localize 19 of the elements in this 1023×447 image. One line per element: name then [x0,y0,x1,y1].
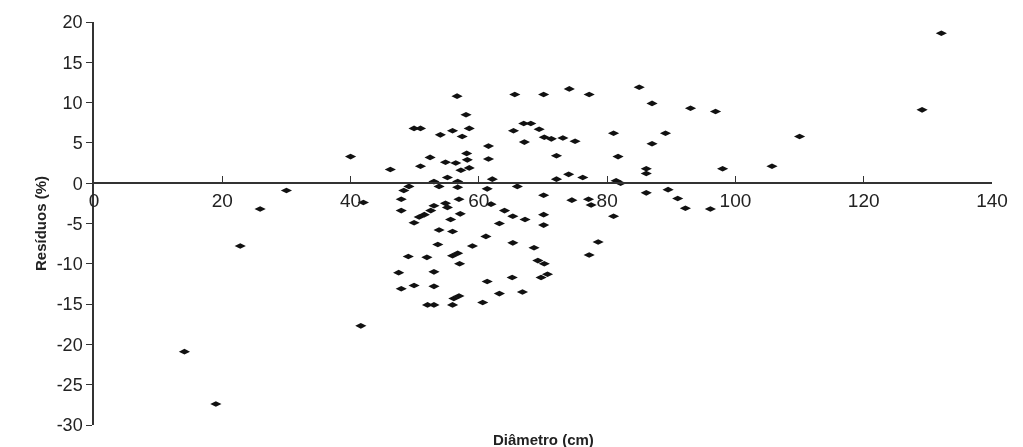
y-tick-label: 0 [72,173,83,194]
y-tick-label: 15 [62,52,83,73]
x-tick-label: 40 [340,189,362,211]
x-tick-label: 20 [211,189,233,211]
x-tick-label: 80 [596,189,618,211]
y-tick-label: -20 [56,334,83,355]
y-tick-label: 5 [72,133,83,154]
y-axis-title: Resíduos (%) [32,175,50,272]
x-tick-label: 140 [976,189,1008,211]
y-tick-label: -30 [56,415,83,436]
x-tick-label: 60 [468,189,490,211]
y-tick-label: 20 [62,12,83,33]
y-tick-label: -10 [56,254,83,275]
y-tick-label: -25 [56,375,83,395]
y-tick-label: 10 [62,92,83,113]
y-tick-label: -15 [56,294,83,315]
x-tick-label: 100 [719,189,752,211]
y-tick-label: -5 [66,213,83,234]
x-tick-label: 120 [847,189,880,211]
